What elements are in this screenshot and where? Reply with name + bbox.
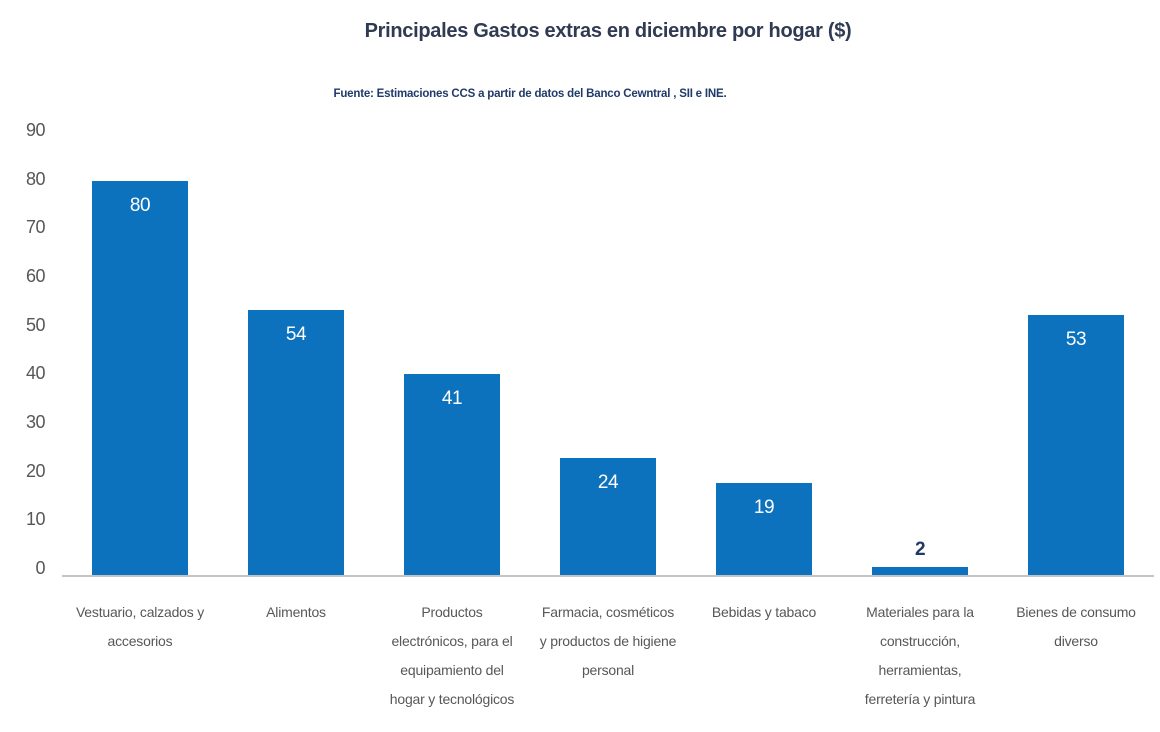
bar: 19	[716, 483, 812, 577]
x-axis-category-label: Bebidas y tabaco	[711, 604, 817, 620]
bar-value-label: 54	[285, 324, 307, 345]
bar: 54	[248, 310, 344, 577]
y-axis-tick-label: 80	[25, 168, 46, 189]
x-axis-category-label: Bienes de consumo diverso	[1016, 604, 1136, 649]
y-axis-tick-label: 60	[25, 265, 46, 286]
y-axis-tick-label: 70	[25, 217, 46, 238]
bar: 53	[1028, 315, 1124, 577]
x-axis-category-label: Vestuario, calzados y accesorios	[75, 604, 205, 649]
chart-source-note: Fuente: Estimaciones CCS a partir de dat…	[333, 88, 727, 100]
bar-value-label: 24	[597, 472, 619, 493]
chart-title: Principales Gastos extras en diciembre p…	[364, 20, 852, 42]
bar-slot: 19	[686, 132, 842, 577]
x-axis-category-label: Farmacia, cosméticos y productos de higi…	[539, 604, 677, 678]
x-axis-category-label: Materiales para la construcción, herrami…	[864, 604, 976, 707]
bar-slot: 54	[218, 132, 374, 577]
bar: 24	[560, 458, 656, 577]
bar-slot: 2	[842, 132, 998, 577]
bar-value-label: 80	[129, 195, 151, 216]
bar-value-label: 41	[441, 388, 463, 409]
x-axis-category-labels: Vestuario, calzados y accesorios Alimento…	[62, 598, 1154, 714]
bar-slot: 24	[530, 132, 686, 577]
bar: 2	[872, 539, 968, 577]
y-axis-tick-label: 40	[25, 363, 46, 384]
bar: 80	[92, 181, 188, 577]
plot-area: 80 54 41 24 19 2 53	[62, 132, 1154, 577]
bar-value-label: 53	[1065, 329, 1087, 350]
bar: 41	[404, 374, 500, 577]
y-axis-tick-label: 0	[35, 558, 45, 578]
x-axis-category-label: Alimentos	[266, 604, 326, 620]
x-axis-category-label: Productos electrónicos, para el equipami…	[389, 604, 515, 707]
bar-slot: 41	[374, 132, 530, 577]
bar-slot: 53	[998, 132, 1154, 577]
y-axis-tick-label: 10	[25, 509, 46, 530]
y-axis-tick-label: 30	[25, 411, 46, 432]
bar-slot: 80	[62, 132, 218, 577]
y-axis-tick-label: 90	[25, 119, 46, 140]
bar-value-label: 2	[914, 539, 926, 560]
y-axis-tick-label: 50	[25, 314, 46, 335]
bar-value-label: 19	[753, 497, 775, 518]
x-axis-line	[62, 575, 1154, 577]
y-axis-tick-label: 20	[25, 460, 46, 481]
